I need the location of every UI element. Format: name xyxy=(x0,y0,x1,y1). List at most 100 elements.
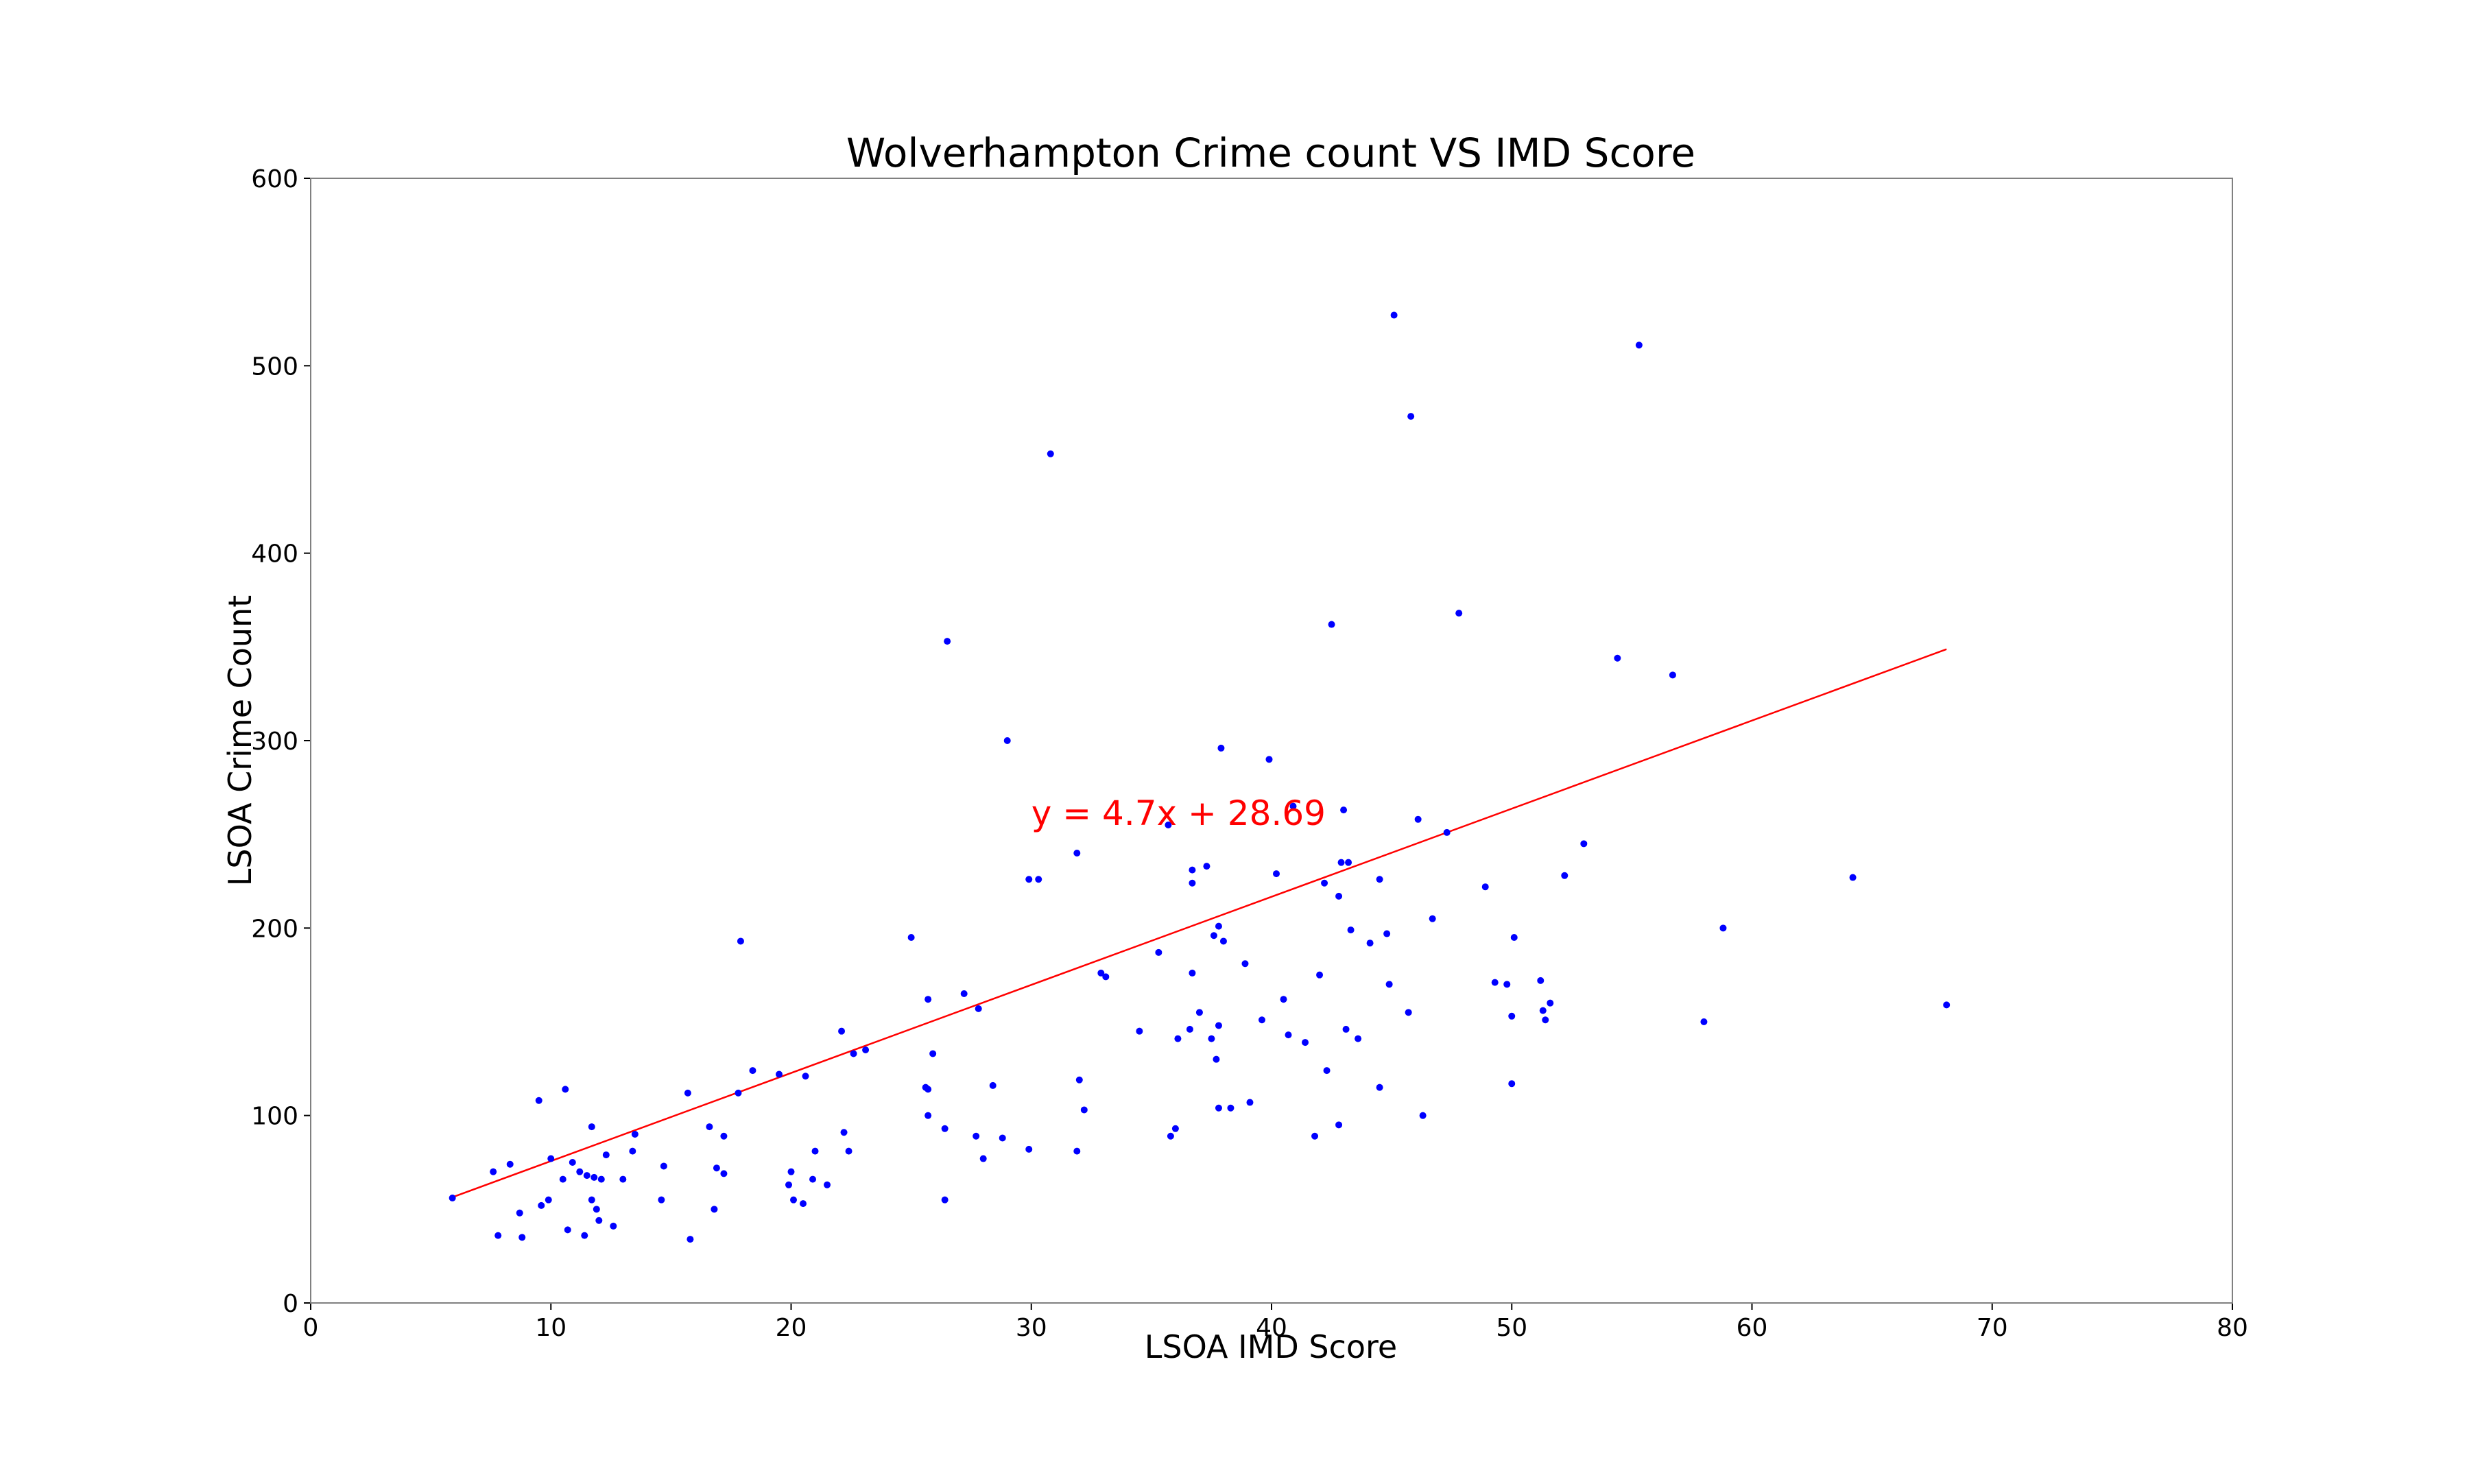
data-point xyxy=(602,1151,610,1159)
x-tick-label: 80 xyxy=(2217,1314,2248,1342)
x-tick-label: 30 xyxy=(1016,1314,1047,1342)
data-point xyxy=(1355,1035,1362,1042)
data-point xyxy=(1719,924,1727,932)
data-point xyxy=(925,996,932,1003)
data-point xyxy=(1171,1125,1179,1132)
data-point xyxy=(684,1089,691,1097)
data-point xyxy=(1167,1132,1174,1140)
data-point xyxy=(1390,311,1398,319)
data-point xyxy=(1025,1145,1033,1153)
data-point xyxy=(1481,883,1489,891)
data-point xyxy=(562,1086,569,1093)
y-axis-label: LSOA Crime Count xyxy=(222,595,259,886)
data-point xyxy=(785,1181,792,1188)
data-point xyxy=(1189,879,1196,887)
data-point xyxy=(1246,1099,1254,1106)
data-point xyxy=(1080,1106,1088,1114)
data-point xyxy=(1258,1016,1265,1024)
data-point xyxy=(490,1168,497,1175)
data-point xyxy=(1280,996,1287,1003)
data-point xyxy=(545,1196,552,1204)
data-point xyxy=(1508,1012,1516,1020)
data-point xyxy=(824,1181,831,1188)
x-tick-label: 10 xyxy=(535,1314,566,1342)
data-point xyxy=(1539,1007,1547,1014)
x-tick-label: 70 xyxy=(1977,1314,2008,1342)
regression-equation-annotation: y = 4.7x + 28.69 xyxy=(1031,793,1326,833)
y-tick-label: 600 xyxy=(251,165,298,193)
data-point xyxy=(802,1073,809,1080)
data-point xyxy=(1635,342,1643,349)
data-point xyxy=(845,1147,852,1155)
data-point xyxy=(547,1155,555,1162)
data-point xyxy=(1376,876,1383,883)
data-point xyxy=(1335,1121,1343,1129)
data-point xyxy=(1335,892,1343,900)
data-point xyxy=(1376,1084,1383,1091)
chart-title: Wolverhampton Crime count VS IMD Score xyxy=(846,130,1695,176)
data-point xyxy=(581,1232,588,1239)
data-point xyxy=(1537,977,1544,984)
data-point xyxy=(631,1131,639,1138)
data-point xyxy=(1219,937,1227,945)
data-point xyxy=(1345,859,1352,866)
y-tick-label: 200 xyxy=(251,915,298,943)
data-point xyxy=(809,1175,817,1183)
data-point xyxy=(706,1123,713,1131)
data-point xyxy=(1215,1022,1222,1029)
data-point xyxy=(1189,866,1196,874)
data-point xyxy=(850,1050,857,1057)
data-point xyxy=(1136,1027,1143,1035)
data-point xyxy=(1614,654,1621,662)
x-axis-label: LSOA IMD Score xyxy=(1145,1328,1397,1365)
data-point xyxy=(1289,802,1297,810)
data-point xyxy=(749,1067,756,1075)
data-point xyxy=(538,1201,545,1209)
data-point xyxy=(518,1234,526,1241)
data-point xyxy=(619,1175,627,1183)
data-point xyxy=(737,937,744,945)
data-point xyxy=(1003,737,1011,744)
y-tick-label: 0 xyxy=(283,1290,298,1318)
y-tick-label: 400 xyxy=(251,540,298,569)
data-point xyxy=(1073,850,1081,857)
data-point xyxy=(973,1132,980,1140)
data-point xyxy=(1155,948,1162,956)
data-point xyxy=(713,1164,720,1172)
data-point xyxy=(610,1222,617,1230)
data-point xyxy=(591,1173,598,1181)
data-point xyxy=(1508,1080,1516,1088)
data-point xyxy=(1943,1001,1951,1009)
data-point xyxy=(535,1097,542,1104)
data-point xyxy=(800,1200,807,1208)
data-point xyxy=(506,1160,514,1168)
data-point xyxy=(494,1232,502,1239)
data-point xyxy=(1215,1104,1222,1112)
data-point xyxy=(1195,1009,1203,1016)
data-point xyxy=(1542,1016,1549,1024)
data-point xyxy=(1414,815,1422,823)
plot-area-frame xyxy=(310,178,2233,1304)
data-point xyxy=(1328,621,1335,628)
x-tick-label: 20 xyxy=(776,1314,807,1342)
data-point xyxy=(576,1168,584,1175)
y-tick-label: 100 xyxy=(251,1103,298,1131)
data-point xyxy=(1323,1067,1331,1075)
data-point xyxy=(1265,756,1273,763)
data-point xyxy=(1849,874,1857,881)
data-point xyxy=(1215,922,1222,930)
data-point xyxy=(907,934,915,941)
data-point xyxy=(720,1132,728,1140)
data-point xyxy=(1302,1039,1309,1046)
regression-trendline xyxy=(452,648,1947,1198)
data-point xyxy=(593,1206,600,1213)
data-point xyxy=(1340,806,1348,814)
data-point xyxy=(1366,940,1374,947)
data-point xyxy=(944,638,951,645)
data-point xyxy=(687,1236,694,1243)
data-point xyxy=(925,1086,932,1093)
data-point xyxy=(1025,876,1033,883)
data-points-layer xyxy=(449,311,1951,1243)
